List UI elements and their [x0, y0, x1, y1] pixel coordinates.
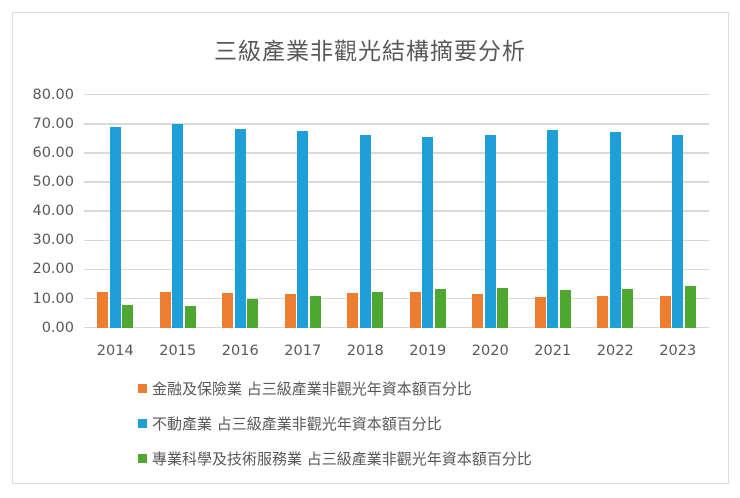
gridline — [84, 93, 709, 96]
gridline — [84, 210, 709, 212]
legend-label: 專業科學及技術服務業 占三級產業非觀光年資本額百分比 — [152, 450, 532, 468]
x-tick-label: 2023 — [659, 343, 697, 359]
gridline — [84, 181, 709, 183]
bar — [97, 291, 109, 328]
x-tick-label: 2019 — [409, 343, 447, 359]
bar — [609, 131, 621, 328]
y-tick-label: 20.00 — [32, 261, 74, 278]
bar — [109, 127, 121, 328]
legend-swatch-icon — [138, 419, 147, 428]
y-tick-label: 50.00 — [32, 174, 74, 191]
legend-swatch-icon — [138, 454, 147, 463]
gridline — [84, 326, 709, 329]
bar — [347, 292, 359, 328]
gridline — [84, 297, 709, 300]
legend-item: 專業科學及技術服務業 占三級產業非觀光年資本額百分比 — [138, 448, 532, 469]
bar — [297, 130, 309, 328]
y-tick-label: 30.00 — [32, 232, 74, 249]
x-tick-label: 2021 — [534, 343, 572, 359]
bar — [159, 291, 171, 328]
bar — [534, 297, 546, 328]
bar — [222, 292, 234, 328]
bar — [622, 288, 634, 328]
x-tick-label: 2020 — [471, 343, 509, 359]
y-tick-label: 40.00 — [32, 203, 74, 220]
legend-label: 金融及保險業 占三級產業非觀光年資本額百分比 — [152, 380, 472, 398]
x-tick-label: 2014 — [96, 343, 134, 359]
bar — [472, 293, 484, 328]
chart-title: 三級產業非觀光結構摘要分析 — [214, 39, 526, 65]
y-tick-label: 80.00 — [32, 86, 74, 103]
bar — [409, 292, 421, 328]
bar — [234, 128, 246, 328]
legend-swatch-icon — [138, 384, 147, 393]
bar — [172, 124, 184, 328]
bar — [559, 290, 571, 328]
legend-label: 不動產業 占三級產業非觀光年資本額百分比 — [152, 415, 442, 433]
bar — [597, 295, 609, 328]
bar — [309, 295, 321, 328]
x-tick-label: 2015 — [159, 343, 197, 359]
x-tick-label: 2022 — [596, 343, 634, 359]
bar — [247, 299, 259, 328]
bar — [659, 295, 671, 328]
bar — [684, 285, 696, 328]
bar — [547, 130, 559, 328]
x-tick-label: 2017 — [284, 343, 322, 359]
y-tick-label: 10.00 — [32, 290, 74, 307]
bar — [497, 288, 509, 328]
bar — [484, 135, 496, 328]
y-tick-label: 60.00 — [32, 144, 74, 161]
gridline — [84, 268, 709, 271]
gridline — [84, 123, 709, 125]
bar — [672, 134, 684, 328]
y-tick-label: 0.00 — [41, 319, 74, 336]
legend-item: 金融及保險業 占三級產業非觀光年資本額百分比 — [138, 378, 472, 399]
y-tick-label: 70.00 — [32, 115, 74, 132]
bar — [359, 135, 371, 328]
bar — [422, 136, 434, 328]
x-tick-label: 2016 — [221, 343, 259, 359]
x-tick-label: 2018 — [346, 343, 384, 359]
bar — [434, 289, 446, 328]
bar — [284, 293, 296, 328]
bar — [122, 304, 134, 328]
bar — [184, 305, 196, 328]
legend-item: 不動產業 占三級產業非觀光年資本額百分比 — [138, 413, 442, 434]
gridline — [84, 239, 709, 242]
bar — [372, 291, 384, 328]
gridline — [84, 152, 709, 154]
